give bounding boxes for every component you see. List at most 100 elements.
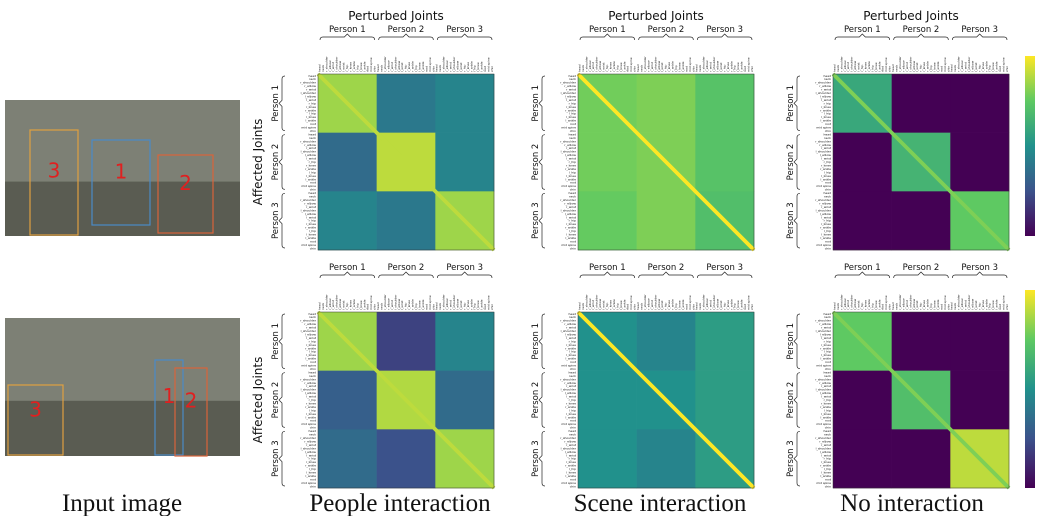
person-label: Person 3 (786, 440, 796, 477)
caption: Input image (62, 490, 182, 516)
heatmap-block (950, 133, 1009, 192)
box-label: 2 (185, 389, 198, 413)
heatmap-block (318, 133, 377, 192)
heatmap-block (833, 133, 892, 192)
person-label: Person 1 (786, 323, 796, 360)
heatmap-block (435, 74, 494, 133)
person-label: Person 3 (271, 440, 281, 477)
heatmap-block (578, 429, 637, 488)
person-label: Person 3 (446, 263, 483, 273)
joint-label: chin (570, 246, 576, 250)
joint-label: chin (750, 66, 754, 72)
colorbar (1025, 290, 1035, 488)
person-label: Person 1 (531, 85, 541, 122)
person-label: Person 2 (531, 144, 541, 181)
heatmap-block (578, 371, 637, 430)
joint-label: chin (825, 484, 831, 488)
heatmap-block (892, 429, 951, 488)
heatmap-block (833, 371, 892, 430)
heatmap-block (950, 312, 1009, 371)
person-label: Person 1 (271, 85, 281, 122)
person-label: Person 3 (706, 25, 743, 35)
caption: No interaction (840, 490, 984, 516)
heatmap-block (637, 191, 696, 250)
heatmap-block (318, 371, 377, 430)
axis-title: Perturbed Joints (348, 9, 444, 23)
heatmap-block (377, 74, 436, 133)
person-label: Person 2 (786, 144, 796, 181)
heatmap-block (892, 74, 951, 133)
heatmap-block (950, 371, 1009, 430)
person-label: Person 2 (388, 263, 425, 273)
joint-label: chin (490, 304, 494, 310)
heatmap-block (695, 74, 754, 133)
heatmap-block (318, 429, 377, 488)
figure: 123123Perturbed JointsPerson 1Person 1he… (0, 0, 1043, 516)
axis-title: Perturbed Joints (863, 9, 959, 23)
person-label: Person 1 (844, 263, 881, 273)
person-label: Person 1 (271, 323, 281, 360)
person-label: Person 2 (903, 263, 940, 273)
person-label: Person 1 (844, 25, 881, 35)
joint-label: chin (310, 246, 316, 250)
heatmap-block (435, 371, 494, 430)
heatmap-block (435, 312, 494, 371)
colorbar (1025, 56, 1035, 236)
heatmap-block (695, 133, 754, 192)
floor (5, 182, 240, 236)
person-label: Person 2 (786, 382, 796, 419)
axis-title: Perturbed Joints (608, 9, 704, 23)
person-label: Person 2 (531, 382, 541, 419)
joint-label: chin (1005, 66, 1009, 72)
person-label: Person 2 (271, 144, 281, 181)
person-label: Person 1 (786, 85, 796, 122)
box-label: 2 (179, 171, 192, 195)
person-label: Person 3 (786, 202, 796, 239)
heatmap-block (435, 133, 494, 192)
person-label: Person 2 (648, 25, 685, 35)
person-label: Person 1 (329, 25, 366, 35)
heatmap-block (637, 429, 696, 488)
box-label: 3 (29, 398, 42, 422)
person-label: Person 3 (271, 202, 281, 239)
caption: People interaction (309, 490, 491, 516)
heatmap-block (833, 429, 892, 488)
person-label: Person 3 (961, 25, 998, 35)
heatmap-block (578, 191, 637, 250)
heatmap-block (377, 312, 436, 371)
person-label: Person 1 (589, 263, 626, 273)
box-label: 1 (163, 384, 176, 408)
heatmap-block (377, 429, 436, 488)
heatmap-block (892, 312, 951, 371)
heatmap-block (695, 371, 754, 430)
caption: Scene interaction (574, 490, 747, 516)
joint-label: chin (570, 484, 576, 488)
person-label: Person 1 (531, 323, 541, 360)
axis-title: Affected Joints (251, 357, 265, 444)
box-label: 1 (115, 159, 128, 183)
heatmap-block (637, 74, 696, 133)
person-label: Person 1 (329, 263, 366, 273)
heatmap-block (833, 191, 892, 250)
heatmap-block (637, 312, 696, 371)
person-label: Person 2 (648, 263, 685, 273)
joint-label: chin (750, 304, 754, 310)
heatmap-block (377, 191, 436, 250)
person-label: Person 2 (388, 25, 425, 35)
person-label: Person 2 (903, 25, 940, 35)
heatmap-block (695, 312, 754, 371)
person-label: Person 3 (706, 263, 743, 273)
heatmap-block (318, 191, 377, 250)
joint-label: chin (310, 484, 316, 488)
heatmap-block (578, 133, 637, 192)
joint-label: chin (1005, 304, 1009, 310)
person-label: Person 3 (531, 440, 541, 477)
person-label: Person 3 (531, 202, 541, 239)
axis-title: Affected Joints (251, 119, 265, 206)
person-label: Person 3 (961, 263, 998, 273)
heatmap-block (950, 74, 1009, 133)
joint-label: chin (490, 66, 494, 72)
person-label: Person 3 (446, 25, 483, 35)
person-label: Person 1 (589, 25, 626, 35)
heatmap-block (892, 191, 951, 250)
